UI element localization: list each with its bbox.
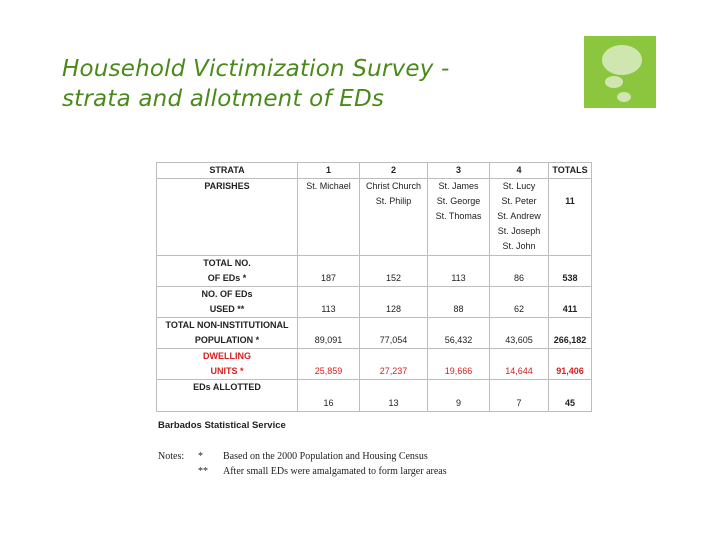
table-row-population: TOTAL NON-INSTITUTIONAL POPULATION * 89,… (156, 317, 592, 349)
title-line-2: strata and allotment of EDs (62, 86, 385, 112)
table-cell: 62 (489, 286, 549, 318)
table-cell: 538 (548, 255, 592, 287)
row-label: PARISHES (156, 178, 298, 256)
parish-cell: St. Lucy St. Peter St. Andrew St. Joseph… (489, 178, 549, 256)
table-cell: 89,091 (297, 317, 360, 349)
slide-title: Household Victimization Survey - strata … (62, 54, 562, 114)
note-mark: ** (198, 466, 208, 477)
table-cell: 411 (548, 286, 592, 318)
table-cell: 27,237 (359, 348, 428, 380)
table-cell: 19,666 (427, 348, 490, 380)
table-row-total-eds: TOTAL NO. OF EDs * 187 152 113 86 538 (156, 255, 592, 287)
header-cell: 3 (427, 162, 490, 179)
table-cell: 13 (359, 379, 428, 412)
notes: Notes: * Based on the 2000 Population an… (158, 449, 447, 479)
note-text: After small EDs were amalgamated to form… (223, 466, 447, 477)
header-cell: TOTALS (548, 162, 592, 179)
parish-cell: St. James St. George St. Thomas (427, 178, 490, 256)
table-header-row: STRATA 1 2 3 4 TOTALS (156, 162, 592, 179)
header-cell: 1 (297, 162, 360, 179)
table-row-dwelling: DWELLING UNITS * 25,859 27,237 19,666 14… (156, 348, 592, 380)
row-label: EDs ALLOTTED (156, 379, 298, 412)
table-cell: 266,182 (548, 317, 592, 349)
table-cell: 113 (427, 255, 490, 287)
table-cell: 56,432 (427, 317, 490, 349)
parish-total: 11 (548, 178, 592, 256)
table-row-parishes: PARISHES St. Michael Christ Church St. P… (156, 178, 592, 256)
table-cell: 25,859 (297, 348, 360, 380)
row-label: NO. OF EDs USED ** (156, 286, 298, 318)
table-cell: 88 (427, 286, 490, 318)
table-cell: 14,644 (489, 348, 549, 380)
table-cell: 128 (359, 286, 428, 318)
table-cell: 43,605 (489, 317, 549, 349)
table-row-used-eds: NO. OF EDs USED ** 113 128 88 62 411 (156, 286, 592, 318)
table-cell: 187 (297, 255, 360, 287)
header-cell: STRATA (156, 162, 298, 179)
parish-cell: St. Michael (297, 178, 360, 256)
notes-label: Notes: (158, 451, 185, 462)
row-label: DWELLING UNITS * (156, 348, 298, 380)
table-cell: 152 (359, 255, 428, 287)
table-cell: 77,054 (359, 317, 428, 349)
note-row: ** After small EDs were amalgamated to f… (158, 464, 447, 479)
table-cell: 113 (297, 286, 360, 318)
table-cell: 9 (427, 379, 490, 412)
row-label: TOTAL NON-INSTITUTIONAL POPULATION * (156, 317, 298, 349)
table-cell: 7 (489, 379, 549, 412)
row-label: TOTAL NO. OF EDs * (156, 255, 298, 287)
note-row: Notes: * Based on the 2000 Population an… (158, 449, 447, 464)
table-cell: 45 (548, 379, 592, 412)
parish-cell: Christ Church St. Philip (359, 178, 428, 256)
table-row-allotted: EDs ALLOTTED 16 13 9 7 45 (156, 379, 592, 412)
table-cell: 16 (297, 379, 360, 412)
header-cell: 2 (359, 162, 428, 179)
table-cell: 86 (489, 255, 549, 287)
note-text: Based on the 2000 Population and Housing… (223, 451, 428, 462)
note-mark: * (198, 451, 203, 462)
speech-bubble-icon (584, 36, 656, 108)
strata-table: STRATA 1 2 3 4 TOTALS PARISHES St. Micha… (156, 162, 592, 412)
source-label: Barbados Statistical Service (158, 420, 286, 431)
title-line-1: Household Victimization Survey - (62, 56, 450, 82)
table-cell: 91,406 (548, 348, 592, 380)
header-cell: 4 (489, 162, 549, 179)
